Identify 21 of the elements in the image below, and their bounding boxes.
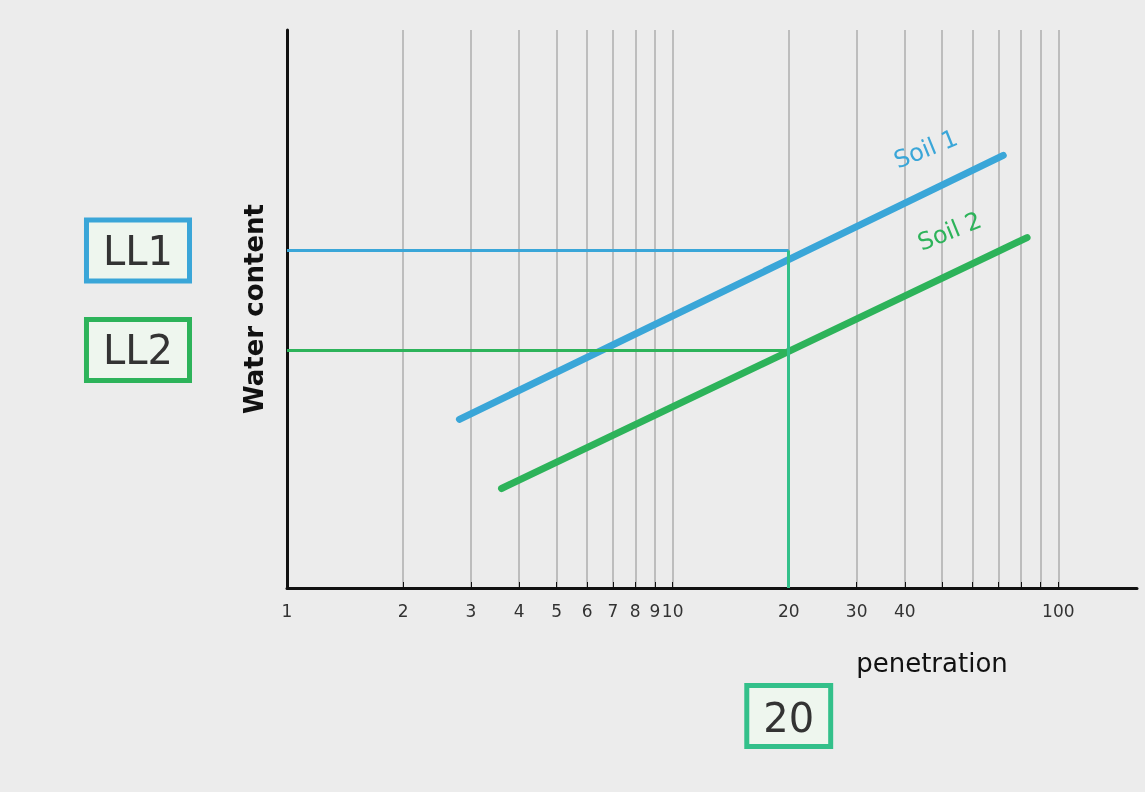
x-tick-label: 6 <box>581 600 593 621</box>
x-tick-label: 30 <box>845 600 868 621</box>
x-tick-label: 4 <box>513 600 525 621</box>
y-axis-title: Water content <box>239 203 269 415</box>
ref-line-label: LL2 <box>102 327 173 374</box>
x-tick-label: 9 <box>649 600 661 621</box>
x-tick-label: 40 <box>894 600 916 621</box>
x-tick-label: 2 <box>397 600 409 621</box>
ref-line-label: 20 <box>763 695 815 741</box>
text: Soil 2 <box>913 205 986 257</box>
x-tick-label: 1 <box>281 600 293 621</box>
x-tick-label: 7 <box>607 600 619 621</box>
x-axis-title: penetration <box>856 648 1008 678</box>
x-tick-label: 10 <box>661 600 684 621</box>
text: Soil 1 <box>889 123 962 175</box>
x-tick-label: 5 <box>551 600 562 621</box>
x-tick-label: 8 <box>629 600 641 621</box>
x-tick-label: 100 <box>1042 600 1075 621</box>
ref-line-label: LL1 <box>102 227 173 274</box>
x-tick-label: 3 <box>465 600 477 621</box>
x-tick-label: 20 <box>777 600 800 621</box>
